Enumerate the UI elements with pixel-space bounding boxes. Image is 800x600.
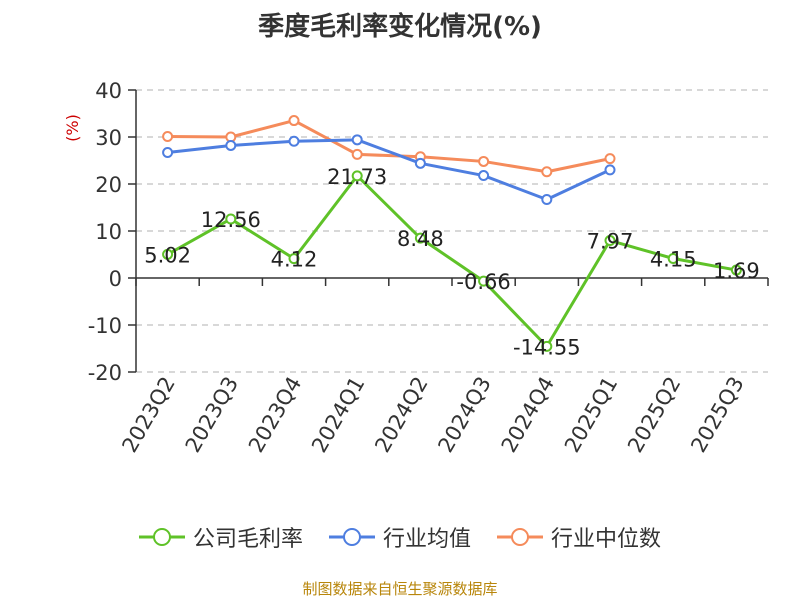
data-point [351, 148, 363, 160]
data-point [604, 164, 616, 176]
data-point [667, 252, 679, 264]
legend-label: 公司毛利率 [192, 527, 303, 552]
legend-item[interactable]: 公司毛利率 [138, 521, 303, 553]
legend-marker-circle [152, 528, 171, 546]
x-tick-label: 2023Q4 [244, 373, 306, 457]
y-tick-label: 40 [95, 79, 122, 103]
data-point [541, 194, 553, 206]
legend-marker-icon [328, 528, 375, 546]
data-point [162, 248, 174, 260]
data-point [288, 115, 300, 127]
legend-item[interactable]: 行业均值 [328, 521, 471, 553]
data-point [541, 340, 553, 352]
x-tick-label: 2024Q1 [307, 373, 369, 457]
data-point [541, 166, 553, 178]
data-label: 7.97 [587, 230, 634, 254]
y-tick-label: -20 [88, 361, 122, 385]
legend: 公司毛利率 行业均值 行业中位数 [0, 520, 800, 554]
series-line-2 [167, 119, 611, 174]
data-point [351, 170, 363, 182]
y-tick-label: 30 [95, 126, 122, 150]
data-point [225, 213, 237, 225]
legend-marker-circle [342, 528, 361, 546]
legend-marker-icon [138, 528, 185, 546]
series-points [162, 115, 742, 352]
series-lines [166, 119, 737, 348]
x-tick-label: 2024Q4 [497, 373, 559, 457]
data-label: -14.55 [513, 335, 581, 359]
data-point [288, 135, 300, 147]
data-point [478, 155, 490, 167]
y-axis-label: (%) [63, 114, 82, 142]
data-label: 4.15 [650, 247, 697, 271]
data-label: 12.56 [201, 208, 261, 232]
data-point [478, 170, 490, 182]
data-label: 5.02 [144, 243, 191, 267]
data-point [162, 147, 174, 159]
y-tick-label: -10 [88, 314, 122, 338]
legend-label: 行业中位数 [551, 527, 662, 552]
data-point [288, 253, 300, 265]
data-label: -0.66 [456, 270, 510, 294]
legend-label: 行业均值 [382, 527, 471, 552]
data-point [225, 139, 237, 151]
series-line-1 [167, 138, 611, 202]
data-point [730, 264, 742, 276]
x-tick-label: 2023Q2 [117, 373, 179, 457]
y-tick-label: 20 [95, 173, 122, 197]
x-tick-label: 2025Q1 [560, 373, 622, 457]
data-label: 21.73 [327, 165, 387, 189]
legend-marker-circle [511, 528, 529, 546]
x-tick-label: 2025Q2 [623, 373, 685, 457]
data-point [604, 153, 616, 165]
x-tick-label: 2025Q3 [686, 373, 748, 457]
y-tick-label: 0 [109, 267, 122, 291]
data-point [478, 275, 490, 287]
series-line-0 [166, 174, 737, 348]
data-point [414, 232, 426, 244]
y-tick-label: 10 [95, 220, 122, 244]
data-point [604, 235, 616, 247]
x-tick-label: 2024Q3 [433, 372, 495, 456]
x-tick-label: 2023Q3 [181, 373, 243, 457]
data-label: 8.48 [397, 227, 444, 251]
source-note: 制图数据来自恒生聚源数据库 [302, 580, 498, 598]
legend-item[interactable]: 行业中位数 [497, 521, 661, 553]
x-tick-label: 2024Q2 [370, 373, 432, 457]
data-label: 4.12 [271, 248, 318, 272]
legend-marker-icon [497, 528, 543, 546]
chart-title: 季度毛利率变化情况(%) [258, 12, 542, 42]
data-label: 1.69 [713, 259, 760, 283]
data-point [162, 131, 174, 143]
y-axis-label-group: (%) [63, 114, 82, 142]
data-point [351, 134, 363, 146]
data-point [414, 157, 426, 169]
data-labels: 5.02 12.56 4.12 21.73 8.48 -0.66 -14.55 7.97 4.1… [144, 165, 760, 360]
